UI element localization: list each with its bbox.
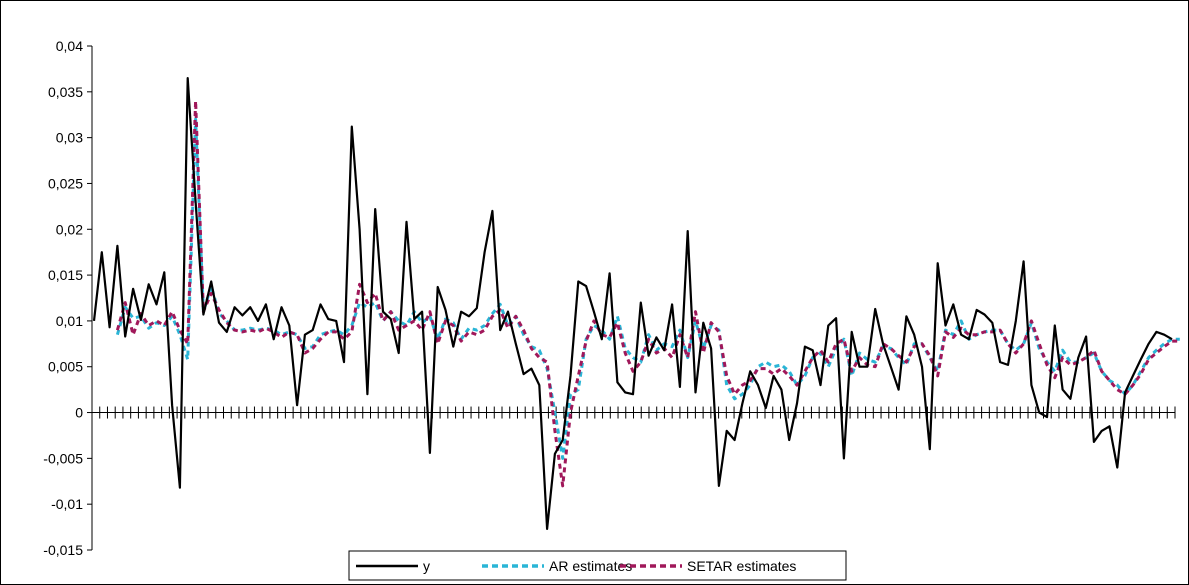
y-tick-label: -0,005 (43, 450, 83, 466)
y-tick-label: 0,035 (48, 84, 83, 100)
series-line-setar-estimates (115, 99, 1180, 488)
y-tick-label: -0,01 (51, 496, 83, 512)
y-axis: 0,04 0,035 0,03 0,025 0,02 0,015 0,01 0,005 0 -0,… (43, 38, 93, 558)
y-tick-label: 0,03 (56, 130, 83, 146)
y-tick-label: 0,025 (48, 175, 83, 191)
legend-label: y (423, 558, 430, 574)
y-tick-label: 0 (75, 405, 83, 421)
legend: y AR estimates SETAR estimates (348, 550, 847, 581)
y-tick-label: 0,015 (48, 267, 83, 283)
y-tick-label: 0,01 (56, 313, 83, 329)
y-tick-label: 0,02 (56, 221, 83, 237)
legend-box (348, 550, 847, 581)
legend-label: SETAR estimates (687, 558, 796, 574)
y-tick-label: -0,015 (43, 542, 83, 558)
y-tick-label: 0,005 (48, 359, 83, 375)
y-tick-label: 0,04 (56, 38, 83, 54)
legend-label: AR estimates (549, 558, 632, 574)
series-line-y (92, 77, 1173, 530)
series-lines (92, 77, 1180, 530)
x-axis (91, 406, 1176, 419)
